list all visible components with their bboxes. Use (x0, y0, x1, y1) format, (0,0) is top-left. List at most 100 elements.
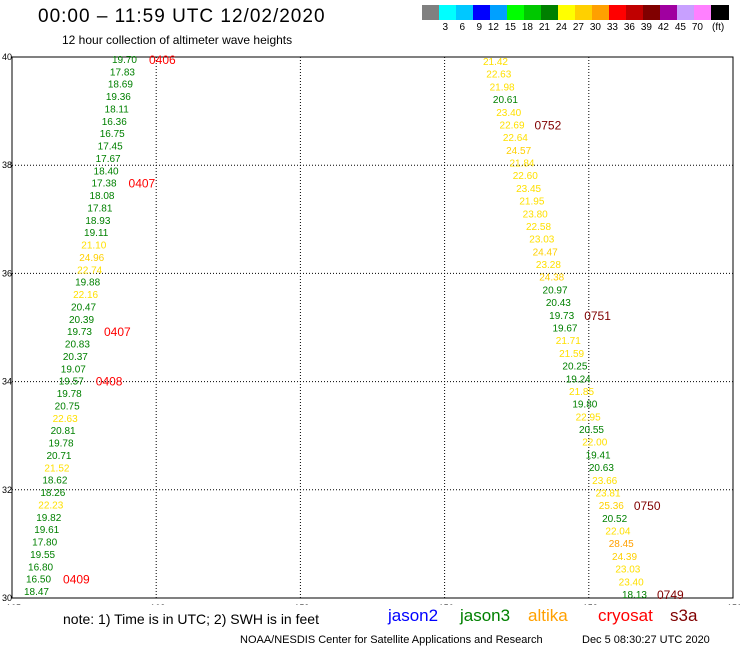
legend-label: 6 (459, 22, 465, 33)
wave-height-value: 16.75 (100, 129, 125, 140)
legend-swatch (541, 5, 559, 20)
legend-label: 36 (623, 22, 635, 33)
wave-height-value: 19.11 (84, 228, 109, 239)
legend-label: 24 (555, 22, 567, 33)
lon-tick-label: -150 (724, 603, 740, 605)
credit-date: Dec 5 08:30:27 UTC 2020 (582, 634, 710, 646)
track-time-label: 0409 (63, 573, 90, 587)
wave-height-value: 19.41 (586, 450, 611, 461)
satellite-label-jason2: jason2 (388, 606, 439, 625)
satellite-label-s3a: s3a (670, 606, 698, 625)
legend-swatch (694, 5, 712, 20)
lat-tick-label: 40 (2, 52, 12, 62)
legend-swatch (439, 5, 457, 20)
wave-height-value: 19.82 (36, 513, 61, 524)
wave-height-value: 22.04 (605, 527, 630, 538)
wave-height-value: 20.75 (55, 401, 80, 412)
wave-height-value: 22.60 (513, 171, 538, 182)
wave-height-value: 16.36 (102, 117, 127, 128)
lon-tick-label: -162 (147, 603, 165, 605)
track-time-label: 0407 (129, 177, 156, 191)
wave-height-value: 16.80 (28, 562, 53, 573)
legend-label: 18 (521, 22, 533, 33)
wave-height-value: 18.47 (24, 587, 49, 598)
track-time-label: 0750 (634, 499, 661, 513)
wave-height-value: 20.63 (589, 463, 614, 474)
wave-height-value: 17.45 (98, 142, 123, 153)
wave-height-value: 20.81 (51, 426, 76, 437)
wave-height-value: 24.38 (539, 273, 564, 284)
legend-swatch (473, 5, 491, 20)
wave-height-value: 19.67 (552, 324, 577, 335)
wave-height-value: 17.83 (110, 67, 135, 78)
legend-label: 42 (657, 22, 669, 33)
wave-height-value: 21.95 (519, 197, 544, 208)
wave-height-value: 20.83 (65, 340, 90, 351)
altimeter-map: 40 38 36 34 32 30-165 -162 -159 -156 -153 -150 19.7… (2, 52, 740, 605)
track-time-label: 0751 (584, 309, 611, 323)
legend-label: 21 (538, 22, 550, 33)
wave-height-value: 23.66 (592, 476, 617, 487)
legend-swatch (609, 5, 627, 20)
wave-height-value: 19.78 (57, 389, 82, 400)
legend-label: 70 (691, 22, 703, 33)
legend-label: 9 (476, 22, 482, 33)
wave-height-value: 23.81 (595, 488, 620, 499)
wave-height-value: 19.73 (67, 327, 92, 338)
wave-height-value: 18.11 (105, 104, 130, 115)
wave-height-value: 22.23 (38, 500, 63, 511)
wave-height-value: 18.62 (42, 476, 67, 487)
legend-swatch (422, 5, 440, 20)
wave-height-value: 19.57 (59, 377, 84, 388)
wave-height-value: 20.39 (69, 315, 94, 326)
lat-tick-label: 34 (2, 377, 12, 387)
wave-height-value: 19.24 (566, 374, 591, 385)
wave-height-value: 22.00 (582, 438, 607, 449)
wave-height-value: 19.70 (112, 55, 137, 66)
wave-height-value: 21.42 (483, 57, 508, 68)
legend-swatch (558, 5, 576, 20)
wave-height-value: 21.84 (509, 159, 534, 170)
wave-height-value: 20.55 (579, 425, 604, 436)
wave-height-value: 20.97 (543, 285, 568, 296)
wave-height-value: 20.52 (602, 514, 627, 525)
wave-height-value: 22.74 (77, 265, 102, 276)
satellite-label-altika: altika (528, 606, 568, 625)
wave-height-value: 18.40 (94, 166, 119, 177)
legend-label: 15 (504, 22, 516, 33)
credit-text: NOAA/NESDIS Center for Satellite Applica… (240, 634, 543, 646)
lat-tick-label: 30 (2, 593, 12, 603)
wave-height-value: 22.58 (526, 222, 551, 233)
legend-swatch (626, 5, 644, 20)
legend-label: 39 (640, 22, 652, 33)
wave-height-value: 20.25 (562, 362, 587, 373)
wave-height-value: 21.71 (556, 336, 581, 347)
wave-height-value: 18.08 (89, 191, 114, 202)
legend-label: 27 (572, 22, 584, 33)
satellite-label-cryosat: cryosat (598, 606, 653, 625)
wave-height-value: 20.47 (71, 302, 96, 313)
wave-height-value: 24.57 (506, 146, 531, 157)
track-time-label: 0752 (535, 118, 562, 132)
wave-height-value: 16.50 (26, 575, 51, 586)
wave-height-value: 20.37 (63, 352, 88, 363)
wave-height-value: 22.64 (503, 133, 528, 144)
lat-tick-label: 38 (2, 160, 12, 170)
lat-tick-label: 36 (2, 268, 12, 278)
wave-height-value: 25.36 (599, 501, 624, 512)
wave-height-value: 19.61 (34, 525, 59, 536)
lon-tick-label: -159 (291, 603, 309, 605)
lon-tick-label: -153 (580, 603, 598, 605)
track-time-label: 0406 (149, 53, 176, 67)
wave-height-value: 17.38 (92, 179, 117, 190)
legend-label: 33 (606, 22, 618, 33)
wave-height-value: 23.03 (615, 565, 640, 576)
wave-height-value: 24.39 (612, 552, 637, 563)
satellite-label-jason3: jason3 (460, 606, 511, 625)
wave-height-value: 21.52 (44, 463, 69, 474)
legend-swatch (575, 5, 593, 20)
legend-swatch (643, 5, 661, 20)
wave-height-value: 20.71 (46, 451, 71, 462)
chart-title: 00:00 – 11:59 UTC 12/02/2020 (38, 6, 326, 27)
wave-height-value: 23.40 (619, 577, 644, 588)
